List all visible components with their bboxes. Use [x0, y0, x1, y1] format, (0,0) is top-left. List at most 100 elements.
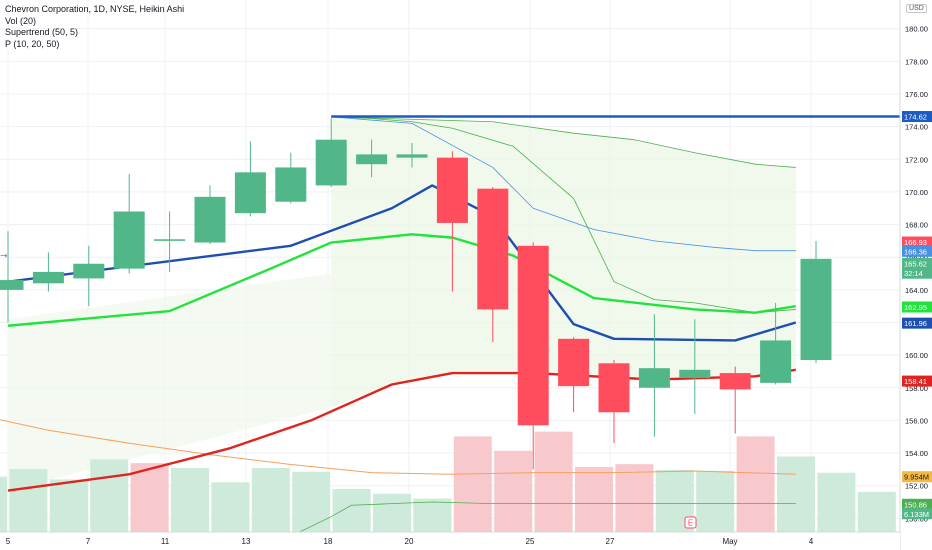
price-tick-label: 158.00: [905, 384, 928, 393]
plot-area: →E: [0, 0, 900, 550]
price-tick-label: 154.00: [905, 449, 928, 458]
time-tick-label: May: [722, 537, 737, 546]
volume-bar: [413, 498, 452, 532]
legend-title[interactable]: Chevron Corporation, 1D, NYSE, Heikin As…: [5, 4, 185, 14]
earnings-marker-label: E: [688, 519, 693, 528]
candle-body: [436, 157, 468, 223]
volume-bar: [0, 476, 7, 532]
price-label-box: [902, 508, 932, 520]
candle-body: [154, 239, 186, 241]
volume-bar: [534, 431, 573, 532]
price-label-box: [902, 375, 932, 387]
candle-body: [356, 154, 388, 165]
volume-bar: [736, 436, 775, 532]
price-label: 162.95: [904, 303, 927, 312]
candle-body: [477, 188, 509, 310]
volume-bar: [575, 467, 613, 532]
price-label-box: [902, 498, 932, 510]
volume-bar: [494, 450, 533, 532]
candle-body: [113, 211, 145, 269]
legend-p[interactable]: P (10, 20, 50): [5, 38, 60, 49]
candle-body: [73, 263, 105, 279]
price-tick-label: 168.00: [905, 221, 928, 230]
volume-bar: [292, 471, 331, 532]
orange-ma-line: [0, 419, 796, 475]
price-label: 174.62: [904, 113, 927, 122]
volume-bar: [171, 467, 209, 532]
volume-bar: [453, 436, 492, 532]
price-label-box: [902, 257, 932, 269]
price-label-box: [902, 301, 932, 313]
volume-bar: [696, 470, 735, 532]
volume-bar: [90, 459, 129, 532]
price-label: 166.36: [904, 247, 927, 256]
price-tick-label: 156.00: [905, 416, 928, 425]
time-tick-label: 25: [526, 537, 535, 546]
candle-body: [0, 280, 24, 290]
price-label: 9.954M: [904, 473, 929, 482]
volume-bar: [817, 472, 856, 532]
band-fill-left: [8, 273, 332, 491]
candle-body: [194, 196, 226, 243]
candle-body: [638, 368, 670, 388]
price-label-box: [902, 245, 932, 257]
candle-body: [679, 369, 711, 378]
price-label-box: [902, 317, 932, 329]
thin-blue-line: [331, 116, 796, 252]
candle-body: [517, 245, 549, 426]
volume-bar: [130, 463, 169, 532]
currency-badge[interactable]: USD: [906, 4, 927, 13]
candle-body: [760, 340, 792, 383]
price-tick-label: 172.00: [905, 155, 928, 164]
candle-body: [32, 271, 64, 284]
candle-body: [558, 338, 590, 387]
price-label: 6.133M: [904, 510, 929, 519]
indicator-legend: Chevron Corporation, 1D, NYSE, Heikin As…: [5, 4, 184, 50]
time-tick-label: 5: [6, 537, 11, 546]
price-tick-label: 160.00: [905, 351, 928, 360]
price-tick-label: 174.00: [905, 123, 928, 132]
legend-volume[interactable]: Vol (20): [5, 15, 37, 26]
price-label: 166.93: [904, 238, 927, 247]
volume-bar: [373, 493, 411, 532]
price-label-box: [902, 236, 932, 248]
price-label: 32:14: [904, 269, 923, 278]
earnings-marker-box: [684, 516, 697, 529]
price-label-box: [902, 267, 932, 279]
candle-body: [315, 139, 347, 186]
volume-bar: [9, 468, 48, 532]
thin-green-line: [331, 116, 796, 314]
price-label: 165.62: [904, 259, 927, 268]
price-tick-label: 180.00: [905, 25, 928, 34]
time-tick-label: 7: [86, 537, 91, 546]
price-label: 150.86: [904, 500, 927, 509]
price-tick-label: 178.00: [905, 57, 928, 66]
time-tick-label: 13: [242, 537, 251, 546]
volume-bar: [211, 482, 250, 532]
volume-bar: [251, 467, 290, 532]
candle-body: [719, 373, 751, 390]
volume-bar: [332, 488, 371, 532]
upper-band-line: [331, 116, 796, 168]
volume-bar: [777, 456, 815, 532]
candle-body: [598, 363, 630, 413]
price-tick-label: 152.00: [905, 482, 928, 491]
arrow-marker: →: [0, 252, 8, 262]
price-tick-label: 176.00: [905, 90, 928, 99]
price-tick-label: 164.00: [905, 286, 928, 295]
price-label: 158.41: [904, 377, 927, 386]
price-label: 161.96: [904, 319, 927, 328]
candle-body: [800, 258, 832, 361]
volume-bar: [615, 464, 654, 532]
candle-body: [396, 154, 428, 158]
candle-body: [275, 167, 307, 202]
time-tick-label: 11: [161, 537, 170, 546]
time-axis-bg: [0, 532, 900, 550]
legend-supertrend[interactable]: Supertrend (50, 5): [5, 27, 79, 37]
volume-bar: [49, 479, 88, 532]
time-tick-label: 27: [606, 537, 615, 546]
volume-bar: [857, 491, 896, 532]
time-tick-label: 20: [405, 537, 414, 546]
